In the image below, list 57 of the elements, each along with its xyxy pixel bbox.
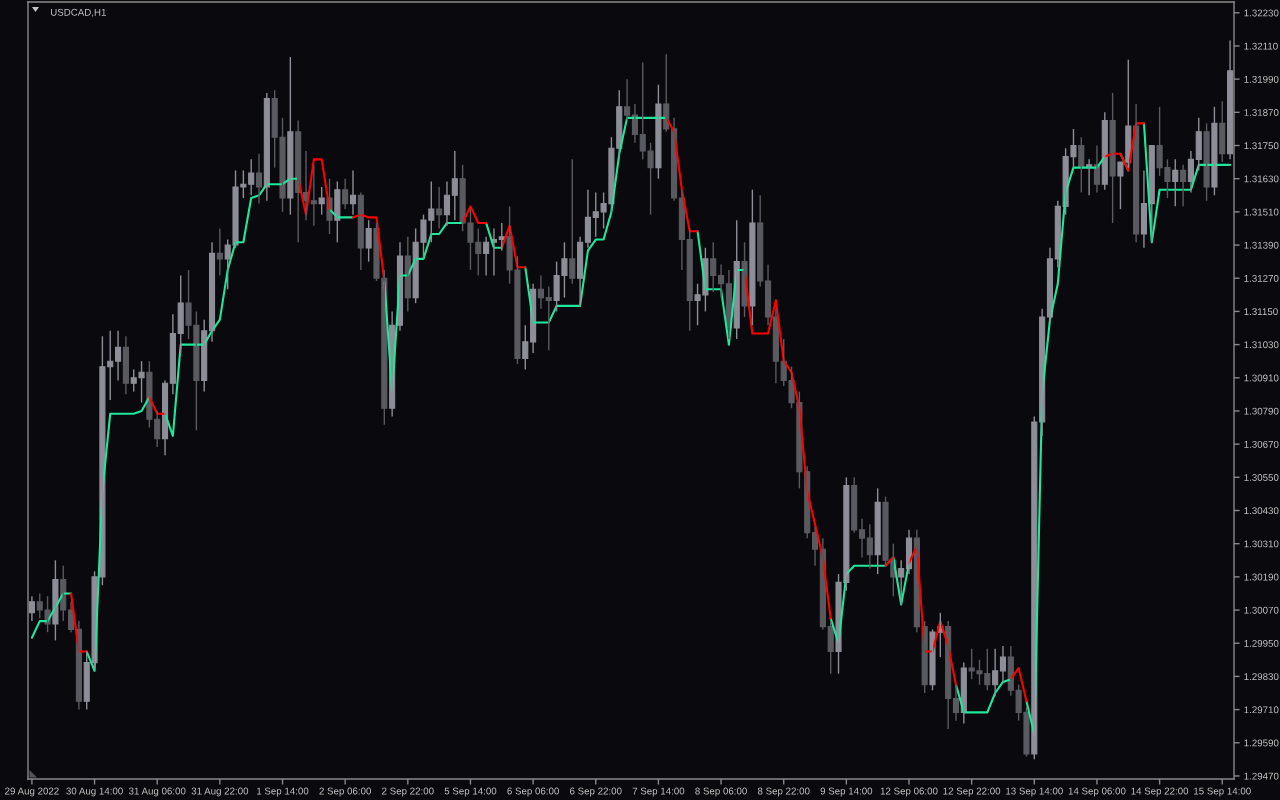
- x-tick-label: 31 Aug 06:00: [128, 787, 186, 797]
- y-tick-label: 1.29590: [1244, 739, 1279, 747]
- x-tick-label: 2 Sep 06:00: [319, 787, 371, 797]
- y-tick-label: 1.30790: [1244, 407, 1279, 415]
- y-tick-label: 1.29950: [1244, 639, 1279, 647]
- y-tick-label: 1.31390: [1244, 241, 1279, 249]
- y-tick-label: 1.30910: [1244, 374, 1279, 382]
- y-tick-label: 1.31510: [1244, 208, 1279, 216]
- y-tick-label: 1.31270: [1244, 274, 1279, 282]
- candlestick: [287, 56, 294, 216]
- x-tick-label: 8 Sep 06:00: [695, 787, 747, 797]
- text: USDCAD,H1: [50, 8, 106, 17]
- x-tick-label: 1 Sep 14:00: [257, 787, 309, 797]
- candlestick: [318, 186, 325, 216]
- candlestick: [1203, 122, 1210, 202]
- y-tick-label: 1.30670: [1244, 440, 1279, 448]
- y-tick-label: 1.30070: [1244, 606, 1279, 614]
- y-tick-label: 1.31750: [1244, 142, 1279, 150]
- y-tick-label: 1.31150: [1244, 308, 1278, 316]
- candlestick: [1109, 92, 1116, 224]
- x-tick-label: 2 Sep 22:00: [382, 787, 434, 797]
- y-tick-label: 1.29830: [1244, 673, 1279, 681]
- x-tick-label: 15 Sep 14:00: [1194, 787, 1251, 797]
- x-tick-label: 14 Sep 06:00: [1068, 787, 1126, 797]
- candlestick: [882, 495, 889, 567]
- x-tick-label: 12 Sep 22:00: [943, 787, 1001, 797]
- x-tick-label: 6 Sep 06:00: [507, 787, 559, 797]
- candlestick: [655, 83, 662, 180]
- x-tick-label: 6 Sep 22:00: [570, 787, 622, 797]
- y-tick-label: 1.30190: [1244, 573, 1279, 581]
- candlestick: [1117, 161, 1124, 210]
- y-tick-label: 1.29470: [1244, 772, 1279, 780]
- x-tick-label: 5 Sep 14:00: [444, 787, 497, 797]
- candlestick: [365, 219, 372, 263]
- x-tick-label: 31 Aug 22:00: [191, 787, 249, 797]
- candlestick: [1211, 106, 1218, 196]
- candlestick: [749, 189, 756, 326]
- x-tick-label: 9 Sep 14:00: [820, 787, 873, 797]
- candlestick: [545, 285, 552, 351]
- y-tick-label: 1.31990: [1244, 75, 1279, 83]
- candlestick: [52, 559, 59, 642]
- y-tick-label: 1.30430: [1244, 507, 1279, 515]
- y-tick-label: 1.31630: [1244, 175, 1279, 183]
- y-tick-label: 1.30310: [1244, 540, 1279, 548]
- x-tick-label: 14 Sep 22:00: [1131, 787, 1189, 797]
- x-tick-label: 8 Sep 22:00: [757, 787, 810, 797]
- x-tick-label: 12 Sep 06:00: [880, 787, 938, 797]
- x-tick-label: 7 Sep 14:00: [632, 787, 685, 797]
- x-tick-label: 13 Sep 14:00: [1006, 787, 1063, 797]
- x-tick-label: 29 Aug 2022: [5, 787, 59, 797]
- y-tick-label: 1.31030: [1244, 341, 1279, 349]
- y-tick-label: 1.30550: [1244, 474, 1279, 481]
- x-tick-label: 30 Aug 14:00: [66, 787, 123, 797]
- y-tick-label: 1.31870: [1244, 109, 1279, 116]
- y-tick-label: 1.29710: [1244, 706, 1279, 714]
- y-tick-label: 1.32230: [1244, 9, 1279, 17]
- y-tick-label: 1.32110: [1244, 42, 1278, 50]
